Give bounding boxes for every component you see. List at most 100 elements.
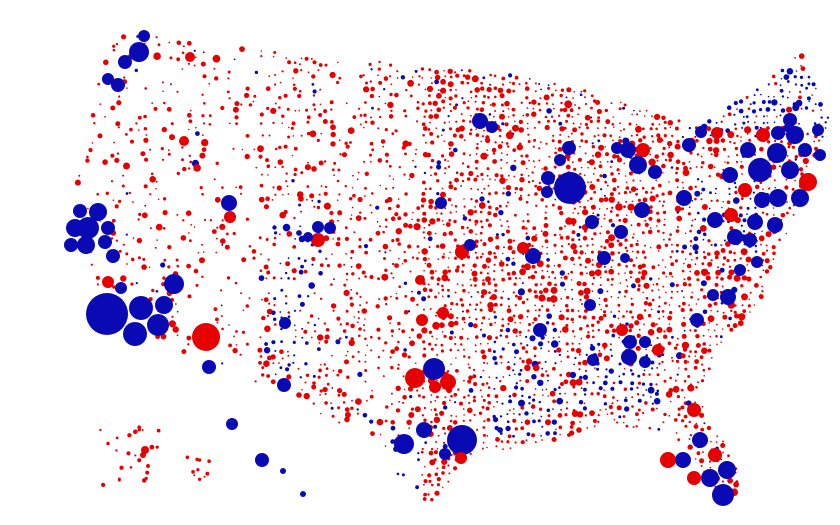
county-bubble-democrat (371, 106, 374, 110)
county-bubble-republican (667, 120, 673, 126)
county-bubble-republican (538, 407, 543, 411)
county-bubble-republican (676, 215, 683, 222)
county-bubble-democrat (610, 354, 613, 357)
county-bubble-republican (733, 481, 739, 488)
county-bubble-republican (182, 166, 187, 172)
county-bubble-republican (436, 244, 440, 248)
county-bubble-democrat (758, 108, 763, 112)
county-bubble-republican (577, 106, 581, 110)
county-bubble-republican (586, 324, 589, 328)
county-bubble-republican (397, 340, 400, 344)
county-bubble-democrat (578, 238, 581, 241)
county-bubble-republican (617, 303, 621, 307)
county-bubble-republican (322, 386, 328, 393)
county-bubble-democrat (702, 238, 705, 241)
county-bubble-republican (582, 359, 588, 366)
county-bubble-republican (603, 217, 606, 220)
county-bubble-republican (622, 128, 626, 131)
county-bubble-republican (467, 379, 472, 384)
county-bubble-democrat (423, 171, 427, 175)
county-bubble-democrat (692, 432, 708, 448)
county-bubble-republican (668, 304, 671, 306)
county-bubble-republican (318, 193, 321, 196)
county-bubble-republican (363, 216, 367, 220)
county-bubble-republican (428, 94, 431, 97)
county-bubble-republican (303, 269, 308, 274)
county-bubble-republican (631, 200, 634, 203)
county-bubble-democrat (423, 483, 425, 486)
county-bubble-republican (472, 395, 476, 399)
county-bubble-republican (586, 334, 591, 339)
county-bubble-republican (430, 483, 434, 487)
county-bubble-republican (344, 411, 351, 418)
county-bubble-republican (130, 139, 134, 144)
county-bubble-republican (754, 283, 759, 288)
county-bubble-republican (546, 297, 552, 302)
county-bubble-republican (320, 363, 322, 366)
county-bubble-republican (470, 114, 472, 117)
county-bubble-republican (337, 406, 341, 410)
county-bubble-republican (311, 74, 316, 79)
county-bubble-republican (422, 395, 426, 399)
county-bubble-republican (694, 185, 697, 188)
county-bubble-republican (141, 428, 144, 431)
county-bubble-republican (609, 323, 614, 328)
county-bubble-republican (520, 154, 523, 158)
county-bubble-democrat (629, 387, 634, 391)
county-bubble-republican (565, 235, 570, 240)
county-bubble-republican (326, 264, 330, 268)
county-bubble-republican (130, 282, 134, 286)
county-bubble-republican (627, 203, 635, 211)
county-bubble-republican (494, 283, 498, 287)
county-bubble-republican (559, 330, 562, 333)
county-bubble-democrat (376, 221, 379, 223)
county-bubble-republican (203, 218, 207, 221)
county-bubble-republican (680, 307, 685, 313)
county-bubble-democrat (597, 251, 611, 265)
county-bubble-republican (519, 177, 525, 183)
county-bubble-republican (346, 375, 350, 379)
county-bubble-republican (441, 220, 444, 222)
county-bubble-republican (162, 81, 164, 84)
county-bubble-republican (623, 387, 627, 391)
county-bubble-democrat (492, 356, 497, 361)
county-bubble-republican (469, 278, 472, 281)
county-bubble-republican (143, 127, 148, 131)
county-bubble-republican (700, 166, 703, 169)
county-bubble-republican (680, 353, 686, 359)
county-bubble-republican (494, 394, 499, 399)
county-bubble-republican (495, 437, 500, 442)
county-bubble-democrat (300, 264, 304, 269)
county-bubble-republican (610, 283, 613, 286)
county-bubble-republican (436, 277, 441, 282)
county-bubble-republican (560, 88, 565, 92)
county-bubble-republican (668, 271, 673, 276)
county-bubble-republican (363, 329, 366, 332)
county-bubble-republican (364, 369, 368, 372)
county-bubble-democrat (675, 249, 679, 253)
county-bubble-republican (383, 296, 388, 301)
county-bubble-republican (162, 276, 166, 280)
county-bubble-republican (445, 222, 451, 227)
county-bubble-republican (536, 260, 544, 268)
county-bubble-republican (444, 75, 447, 78)
county-bubble-republican (573, 263, 575, 266)
county-bubble-republican (707, 272, 711, 275)
county-bubble-republican (616, 324, 628, 336)
county-bubble-republican (647, 329, 655, 336)
county-bubble-republican (492, 278, 496, 281)
county-bubble-republican (726, 324, 731, 328)
county-bubble-republican (151, 288, 155, 293)
county-bubble-republican (208, 82, 211, 85)
county-bubble-republican (609, 134, 612, 137)
county-bubble-republican (775, 115, 778, 118)
county-bubble-republican (578, 289, 584, 296)
county-bubble-republican (347, 127, 355, 134)
county-bubble-republican (766, 115, 768, 117)
county-bubble-republican (622, 415, 626, 418)
county-bubble-democrat (786, 126, 804, 144)
county-bubble-republican (629, 243, 634, 248)
county-bubble-democrat (585, 215, 599, 229)
county-bubble-republican (700, 192, 703, 194)
county-bubble-republican (441, 187, 444, 190)
